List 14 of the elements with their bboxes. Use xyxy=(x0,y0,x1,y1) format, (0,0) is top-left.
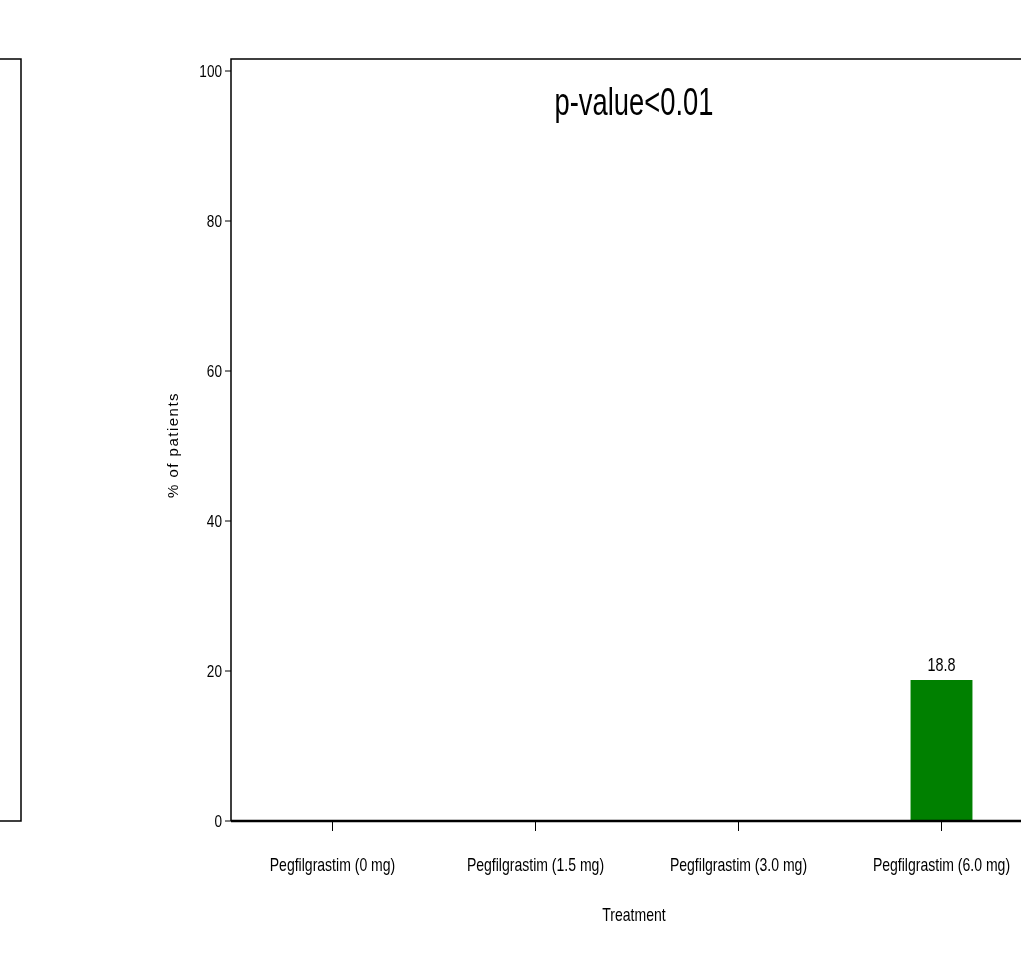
y-tick-label: 20 xyxy=(206,661,222,681)
x-tick-label: Pegfilgrastim (3.0 mg) xyxy=(669,854,808,875)
y-tick-label: 80 xyxy=(206,211,222,231)
y-tick-label: 100 xyxy=(199,61,222,81)
y-axis-title: % of patients xyxy=(164,391,181,499)
y-tick-label: 40 xyxy=(206,511,222,531)
annotation: p-value<0.01 xyxy=(554,80,714,124)
x-tick-label: Pegfilgrastim (0 mg) xyxy=(269,854,396,875)
y-tick-label: 0 xyxy=(214,811,222,831)
x-tick-label: Pegfilgrastim (6.0 mg) xyxy=(872,854,1011,875)
data-label: 18.8 xyxy=(927,654,956,675)
x-axis-title: Treatment xyxy=(602,904,667,925)
x-tick-label: Pegfilgrastim (1.5 mg) xyxy=(466,854,605,875)
y-tick-label: 60 xyxy=(206,361,222,381)
